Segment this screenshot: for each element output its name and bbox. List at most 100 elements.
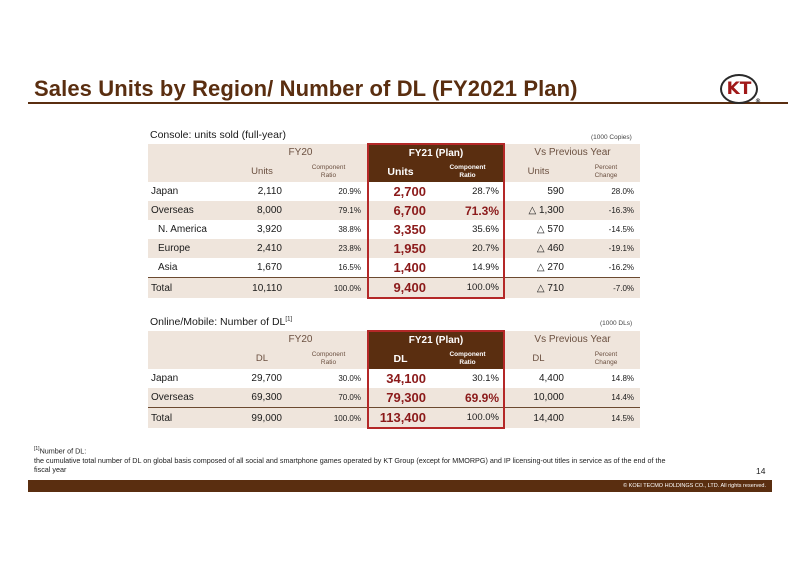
footnote-line-1: [1]Number of DL:: [34, 446, 87, 456]
console-units-table: FY20 FY21 (Plan) Vs Previous Year Units …: [148, 143, 641, 299]
table-row-total: Total 10,110 100.0% 9,400 100.0% △ 710 -…: [148, 277, 641, 299]
console-fy20-units-subheader: Units: [234, 161, 290, 182]
row-label: Total: [148, 407, 234, 428]
copyright: © KOEI TECMO HOLDINGS CO., LTD. All righ…: [623, 483, 766, 489]
vs-value: △ 270: [536, 262, 564, 273]
fy21-value: 2,700: [367, 182, 432, 201]
vs-value: △ 570: [536, 224, 564, 235]
fy20-ratio: 79.1%: [290, 201, 368, 220]
row-label: Asia: [158, 262, 178, 273]
row-label: Overseas: [148, 201, 234, 220]
fy21-ratio: 30.1%: [432, 369, 505, 388]
online-change-subheader: Percent Change: [572, 348, 641, 369]
footer-bar: © KOEI TECMO HOLDINGS CO., LTD. All righ…: [28, 480, 772, 492]
fy20-ratio: 38.8%: [338, 225, 361, 234]
online-heading: Online/Mobile: Number of DL[1]: [150, 316, 293, 328]
fy21-ratio: 71.3%: [432, 201, 505, 220]
vs-value: △ 1,300: [504, 201, 572, 220]
online-fy21-ratio-subheader: Component Ratio: [432, 348, 505, 369]
percent-change: -7.0%: [572, 277, 641, 298]
fy20-value: 2,410: [234, 239, 290, 258]
kt-logo: KT ®: [720, 74, 761, 105]
table-row-total: Total 99,000 100.0% 113,400 100.0% 14,40…: [148, 407, 641, 429]
table-row: Overseas 8,000 79.1% 6,700 71.3% △ 1,300…: [148, 201, 641, 220]
fy20-ratio: 100.0%: [290, 277, 368, 298]
fy20-ratio: 23.8%: [290, 239, 368, 258]
vs-value: 590: [547, 186, 564, 197]
fy20-ratio: 100.0%: [290, 407, 368, 428]
fy21-value: 3,350: [367, 220, 432, 239]
table-row: Asia 1,670 16.5% 1,400 14.9% △ 270 -16.2…: [148, 258, 640, 278]
table-row: Overseas 69,300 70.0% 79,300 69.9% 10,00…: [148, 388, 641, 408]
logo-text: KT: [726, 79, 752, 99]
fy21-ratio: 20.7%: [432, 239, 505, 258]
fy21-value: 1,950: [367, 239, 432, 258]
online-unit-note: (1000 DLs): [600, 320, 633, 327]
row-label: Japan: [151, 186, 179, 197]
fy20-value: 3,920: [256, 224, 282, 235]
online-dl-table: FY20 FY21 (Plan) Vs Previous Year DL Com…: [148, 330, 641, 429]
fy21-ratio: 14.9%: [432, 258, 505, 278]
fy21-ratio: 100.0%: [432, 407, 505, 429]
fy20-value: 2,110: [257, 186, 282, 197]
row-label: Japan: [151, 373, 179, 384]
console-vs-header: Vs Previous Year: [504, 144, 641, 161]
table-row: Europe 2,410 23.8% 1,950 20.7% △ 460 -19…: [148, 239, 641, 258]
online-fy21-header: FY21 (Plan): [367, 330, 505, 348]
fy20-value: 1,670: [256, 262, 282, 273]
console-unit-note: (1000 Copies): [591, 134, 632, 141]
fy20-value: 69,300: [234, 388, 290, 408]
online-vs-header: Vs Previous Year: [504, 331, 641, 348]
fy20-ratio: 30.0%: [338, 374, 361, 383]
registered-mark: ®: [755, 98, 761, 105]
footnote-marker: [1]: [285, 316, 293, 323]
percent-change: -14.5%: [608, 225, 635, 234]
online-fy20-ratio-subheader: Component Ratio: [290, 348, 368, 369]
online-fy20-dl-subheader: DL: [234, 348, 290, 369]
vs-value: 14,400: [504, 407, 572, 428]
console-vs-units-subheader: Units: [504, 161, 572, 182]
percent-change: -16.2%: [608, 263, 635, 272]
page-number: 14: [756, 466, 766, 476]
fy20-value: 8,000: [234, 201, 290, 220]
fy20-value: 29,700: [251, 373, 282, 384]
percent-change: 28.0%: [611, 187, 635, 196]
footnote: [1]Number of DL: the cumulative total nu…: [34, 445, 754, 475]
percent-change: 14.8%: [611, 374, 635, 383]
percent-change: -16.3%: [572, 201, 641, 220]
console-fy21-units-subheader: Units: [367, 161, 432, 182]
table-row: Japan 2,110 20.9% 2,700 28.7% 590 28.0%: [148, 182, 640, 201]
percent-change: 14.5%: [572, 407, 641, 428]
table-row: N. America 3,920 38.8% 3,350 35.6% △ 570…: [148, 220, 640, 239]
title-underline: [28, 102, 788, 104]
row-label: Overseas: [148, 388, 234, 408]
fy20-ratio: 70.0%: [290, 388, 368, 408]
fy21-ratio: 69.9%: [432, 388, 505, 408]
row-label: Total: [148, 277, 234, 298]
footnote-line-2: the cumulative total number of DL on glo…: [34, 455, 666, 465]
fy21-value: 6,700: [367, 201, 432, 220]
fy20-value: 10,110: [234, 277, 290, 298]
vs-value: 10,000: [504, 388, 572, 408]
vs-value: △ 460: [504, 239, 572, 258]
fy20-ratio: 16.5%: [338, 263, 361, 272]
console-change-subheader: Percent Change: [572, 161, 641, 182]
console-fy20-header: FY20: [234, 144, 368, 161]
fy21-value: 34,100: [367, 369, 432, 388]
row-label: Europe: [148, 239, 234, 258]
fy20-value: 99,000: [234, 407, 290, 428]
console-fy21-ratio-subheader: Component Ratio: [432, 161, 505, 182]
fy21-ratio: 35.6%: [432, 220, 505, 239]
fy20-ratio: 20.9%: [338, 187, 361, 196]
fy21-ratio: 100.0%: [432, 277, 505, 299]
vs-value: 4,400: [538, 373, 564, 384]
percent-change: 14.4%: [572, 388, 641, 408]
fy21-value: 113,400: [367, 407, 432, 429]
console-fy21-header: FY21 (Plan): [367, 143, 505, 161]
online-fy21-dl-subheader: DL: [367, 348, 432, 369]
fy21-value: 79,300: [367, 388, 432, 408]
percent-change: -19.1%: [572, 239, 641, 258]
footnote-line-3: fiscal year: [34, 465, 67, 475]
online-vs-dl-subheader: DL: [504, 348, 572, 369]
table-row: Japan 29,700 30.0% 34,100 30.1% 4,400 14…: [148, 369, 640, 388]
